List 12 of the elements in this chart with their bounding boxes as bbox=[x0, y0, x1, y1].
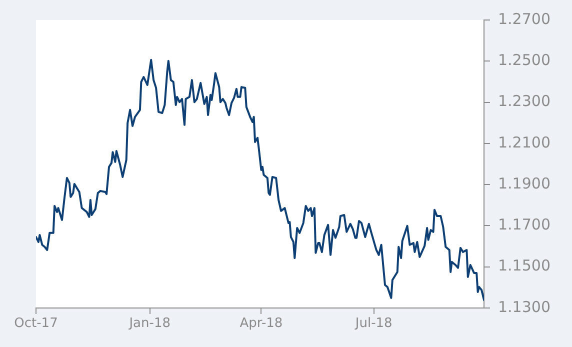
y-tick-label: 1.1300 bbox=[498, 298, 550, 316]
y-tick-label: 1.2300 bbox=[498, 92, 550, 110]
y-tick-label: 1.1700 bbox=[498, 216, 550, 234]
x-tick-label: Jan-18 bbox=[128, 316, 170, 332]
y-tick-label: 1.1500 bbox=[498, 256, 550, 275]
x-tick-label: Apr-18 bbox=[240, 316, 283, 332]
y-tick-label: 1.2700 bbox=[498, 10, 550, 28]
x-tick-label: Jul-18 bbox=[354, 316, 392, 332]
y-tick-label: 1.2500 bbox=[498, 51, 550, 70]
y-tick-label: 1.1900 bbox=[498, 174, 550, 192]
y-tick-label: 1.2100 bbox=[498, 133, 550, 152]
x-tick-label: Oct-17 bbox=[14, 316, 58, 332]
